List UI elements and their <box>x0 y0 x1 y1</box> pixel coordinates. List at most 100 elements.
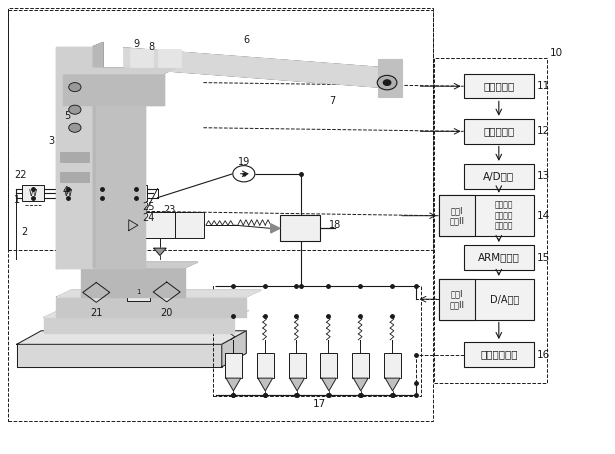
Polygon shape <box>354 378 368 391</box>
Polygon shape <box>271 224 280 233</box>
Polygon shape <box>290 378 304 391</box>
Circle shape <box>69 83 81 92</box>
Polygon shape <box>57 290 261 297</box>
Polygon shape <box>385 378 400 391</box>
Text: 15: 15 <box>537 253 550 263</box>
Text: 通道I
通道II: 通道I 通道II <box>450 290 464 309</box>
Text: 22: 22 <box>15 170 27 180</box>
Bar <box>145 212 175 238</box>
Bar <box>384 353 401 378</box>
Bar <box>225 353 242 378</box>
Bar <box>22 185 44 201</box>
Text: 5: 5 <box>64 111 70 122</box>
Polygon shape <box>322 378 336 391</box>
Bar <box>280 215 320 242</box>
Circle shape <box>69 105 81 114</box>
Text: 四倍频、
辨向脉冲
计数电路: 四倍频、 辨向脉冲 计数电路 <box>495 201 514 231</box>
Bar <box>439 279 534 320</box>
Polygon shape <box>226 378 240 391</box>
Bar <box>7 8 433 250</box>
Bar <box>434 58 547 383</box>
Text: 4: 4 <box>63 186 69 196</box>
Bar <box>125 185 147 201</box>
Text: 通道I
通道II: 通道I 通道II <box>450 206 464 226</box>
Text: 17: 17 <box>313 399 327 409</box>
Polygon shape <box>44 317 234 333</box>
Text: 24: 24 <box>142 213 154 223</box>
Bar <box>130 49 153 67</box>
Text: 19: 19 <box>238 157 250 167</box>
Polygon shape <box>258 378 272 391</box>
Text: 21: 21 <box>90 308 103 318</box>
Polygon shape <box>63 74 164 105</box>
Polygon shape <box>81 262 197 267</box>
Polygon shape <box>17 344 222 367</box>
Polygon shape <box>154 248 166 256</box>
Bar <box>57 185 79 201</box>
Bar <box>464 245 534 270</box>
Text: W: W <box>29 189 38 197</box>
Text: W: W <box>63 189 71 197</box>
Bar <box>7 10 433 421</box>
Text: 7: 7 <box>329 96 335 106</box>
Bar <box>464 118 534 143</box>
Bar <box>288 353 306 378</box>
Bar <box>256 353 274 378</box>
Text: 电荷放大器: 电荷放大器 <box>483 126 514 136</box>
Text: 驱动放大电路: 驱动放大电路 <box>480 350 518 360</box>
Circle shape <box>377 75 397 90</box>
Polygon shape <box>129 220 138 231</box>
Bar <box>60 152 89 162</box>
Text: D/A转换: D/A转换 <box>490 294 519 304</box>
Text: 23: 23 <box>164 205 176 215</box>
Text: 2: 2 <box>22 227 28 237</box>
Text: A/D转换: A/D转换 <box>483 171 514 181</box>
Bar <box>352 353 370 378</box>
Bar <box>439 279 475 320</box>
Text: 1: 1 <box>137 289 141 295</box>
Bar <box>60 172 89 182</box>
Text: 20: 20 <box>161 308 173 318</box>
Bar <box>439 195 534 236</box>
Polygon shape <box>57 297 246 317</box>
Polygon shape <box>17 331 246 344</box>
Text: ARM控制器: ARM控制器 <box>478 252 520 262</box>
Bar <box>320 353 338 378</box>
Bar <box>175 212 204 238</box>
Polygon shape <box>57 46 93 267</box>
Polygon shape <box>63 68 176 74</box>
Bar <box>213 286 421 396</box>
Text: W: W <box>98 189 106 197</box>
Bar <box>378 59 402 97</box>
Text: 10: 10 <box>549 48 563 58</box>
Text: 1: 1 <box>14 195 20 205</box>
Polygon shape <box>44 311 248 317</box>
Text: 16: 16 <box>537 350 550 360</box>
Bar <box>127 283 150 301</box>
Text: 11: 11 <box>537 81 550 91</box>
Text: 6: 6 <box>243 35 249 45</box>
Polygon shape <box>81 267 185 297</box>
Text: 电压放大器: 电压放大器 <box>483 81 514 91</box>
Polygon shape <box>124 48 390 88</box>
Text: 9: 9 <box>133 39 139 49</box>
Text: 25: 25 <box>142 202 154 212</box>
Text: W: W <box>132 189 140 197</box>
Circle shape <box>69 123 81 132</box>
Bar <box>464 342 534 367</box>
Bar <box>464 74 534 99</box>
Polygon shape <box>153 282 180 302</box>
Polygon shape <box>222 331 246 367</box>
Circle shape <box>233 166 255 182</box>
Text: 18: 18 <box>329 220 341 230</box>
Text: 3: 3 <box>49 136 55 146</box>
Polygon shape <box>83 282 109 302</box>
Polygon shape <box>97 105 145 267</box>
Bar <box>439 195 475 236</box>
Bar <box>91 185 113 201</box>
Text: 8: 8 <box>148 41 154 51</box>
Text: 12: 12 <box>537 126 550 136</box>
Bar <box>157 49 181 67</box>
Polygon shape <box>93 43 103 267</box>
Polygon shape <box>129 228 138 239</box>
